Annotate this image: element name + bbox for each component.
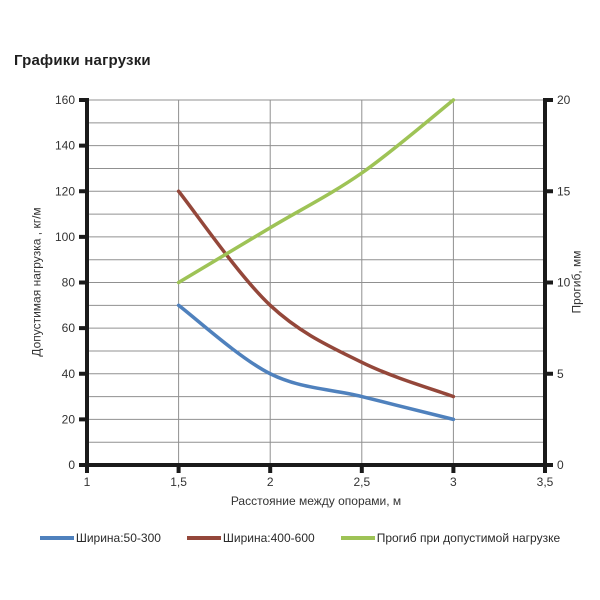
y-left-tick xyxy=(79,280,87,285)
y-left-tick-label: 60 xyxy=(62,321,76,335)
legend-item: Ширина:400-600 xyxy=(186,531,315,545)
legend-item: Ширина:50-300 xyxy=(39,531,161,545)
x-tick-label: 2,5 xyxy=(353,475,370,489)
x-tick xyxy=(85,465,89,473)
x-axis-title: Расстояние между опорами, м xyxy=(230,494,402,508)
y-left-tick xyxy=(79,143,87,148)
y-left-tick-label: 160 xyxy=(55,93,75,107)
x-tick xyxy=(359,465,364,473)
legend: Ширина:50-300 Ширина:400-600 Прогиб при … xyxy=(0,531,600,545)
x-tick-label: 1,5 xyxy=(170,475,187,489)
series-line xyxy=(176,303,456,422)
legend-label: Ширина:400-600 xyxy=(222,531,315,545)
y-right-tick-label: 15 xyxy=(557,184,571,198)
y-left-tick xyxy=(79,371,87,376)
x-tick xyxy=(543,465,547,473)
chart-canvas: 0 20 40 60 80 100 120 140 160 0 5 10 15 20 1 1,5 2 2,5 3 3,… xyxy=(55,93,571,489)
x-tick-label: 3,5 xyxy=(537,475,554,489)
y-right-tick xyxy=(545,98,553,102)
y-left-tick xyxy=(79,417,87,422)
y-left-tick xyxy=(79,189,87,194)
legend-item: Прогиб при допустимой нагрузке xyxy=(340,531,561,545)
x-tick xyxy=(268,465,273,473)
y-left-tick xyxy=(79,326,87,331)
legend-swatch xyxy=(39,536,74,540)
y-right-tick xyxy=(545,280,553,285)
x-tick-label: 1 xyxy=(84,475,91,489)
y-left-tick-label: 80 xyxy=(62,276,76,290)
x-tick-label: 2 xyxy=(267,475,274,489)
y-right-tick xyxy=(545,189,553,194)
y-right-tick-label: 20 xyxy=(557,93,571,107)
y-left-tick-label: 120 xyxy=(55,184,75,198)
y-left-tick xyxy=(79,234,87,239)
series-line xyxy=(176,189,456,399)
y-axis-right-title: Прогиб, мм xyxy=(569,250,584,314)
y-axis-left-title: Допустимая нагрузка , кг/м xyxy=(29,207,44,357)
y-right-tick-label: 0 xyxy=(557,458,564,472)
y-left-tick-label: 0 xyxy=(68,458,75,472)
y-right-tick-label: 10 xyxy=(557,276,571,290)
x-tick xyxy=(451,465,456,473)
y-left-tick xyxy=(79,98,87,102)
y-right-tick xyxy=(545,463,553,467)
chart-title: Графики нагрузки xyxy=(14,52,151,69)
legend-swatch xyxy=(340,536,375,540)
y-right-tick xyxy=(545,371,553,376)
x-tick-label: 3 xyxy=(450,475,457,489)
legend-label: Ширина:50-300 xyxy=(75,531,161,545)
legend-label: Прогиб при допустимой нагрузке xyxy=(376,531,561,545)
y-left-tick xyxy=(79,463,87,467)
y-left-tick-label: 40 xyxy=(62,367,76,381)
series-line xyxy=(176,98,456,285)
y-left-tick-label: 20 xyxy=(62,412,76,426)
y-left-tick-label: 140 xyxy=(55,139,75,153)
y-right-tick-label: 5 xyxy=(557,367,564,381)
legend-swatch xyxy=(186,536,221,540)
x-tick xyxy=(176,465,181,473)
y-left-tick-label: 100 xyxy=(55,230,75,244)
